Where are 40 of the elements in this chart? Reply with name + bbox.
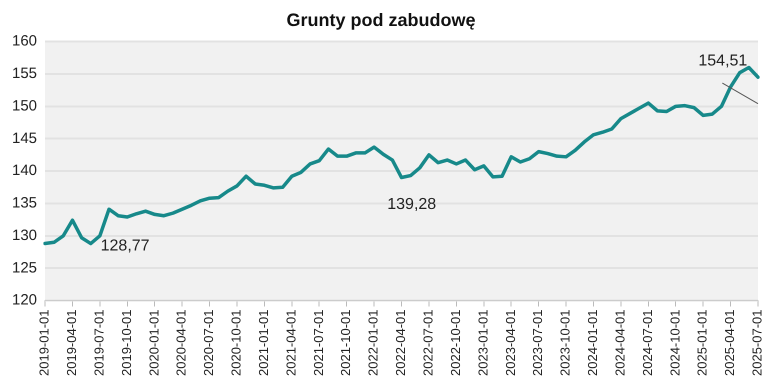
x-tick-label: 2023-10-01 — [558, 310, 573, 376]
y-tick-label: 135 — [12, 194, 38, 212]
x-tick-label: 2021-04-01 — [283, 310, 298, 376]
x-tick-label: 2022-01-01 — [366, 310, 381, 376]
x-tick-label: 2023-04-01 — [502, 310, 518, 376]
x-tick-label: 2021-07-01 — [310, 310, 326, 376]
annotation: 139,28 — [387, 196, 436, 214]
x-tick-label: 2019-10-01 — [118, 310, 134, 376]
y-tick-label: 120 — [12, 292, 38, 309]
x-tick-label: 2024-04-01 — [612, 310, 628, 376]
x-tick-label: 2024-07-01 — [640, 310, 655, 376]
x-tick-label: 2020-10-01 — [228, 310, 244, 376]
x-tick-label: 2025-04-01 — [722, 310, 738, 376]
annotation: 154,51 — [698, 52, 748, 70]
y-tick-label: 160 — [12, 32, 38, 50]
x-tick-label: 2021-10-01 — [338, 310, 354, 376]
x-tick-label: 2025-01-01 — [694, 310, 710, 376]
y-tick-label: 125 — [12, 259, 38, 276]
x-tick-label: 2022-10-01 — [448, 310, 463, 376]
x-tick-label: 2020-04-01 — [174, 310, 189, 376]
x-tick-label: 2022-04-01 — [393, 310, 408, 376]
x-tick-label: 2020-01-01 — [146, 310, 162, 376]
x-tick-label: 2020-07-01 — [201, 310, 216, 376]
x-tick-label: 2023-07-01 — [530, 310, 546, 376]
x-tick-label: 2024-10-01 — [667, 310, 682, 376]
x-tick-label: 2024-01-01 — [585, 310, 600, 376]
x-tick-label: 2023-01-01 — [475, 310, 490, 376]
x-tick-label: 2021-01-01 — [256, 310, 271, 376]
chart-title: Grunty pod zabudowę — [286, 10, 476, 30]
y-tick-label: 155 — [12, 65, 38, 82]
annotation: 128,77 — [100, 238, 150, 255]
x-tick-label: 2019-01-01 — [36, 310, 52, 376]
y-tick-label: 145 — [12, 130, 38, 147]
y-tick-label: 130 — [12, 226, 38, 244]
x-tick-label: 2022-07-01 — [420, 310, 436, 376]
y-tick-label: 140 — [12, 162, 38, 180]
x-tick-label: 2025-07-01 — [750, 310, 765, 376]
x-tick-label: 2019-04-01 — [64, 310, 80, 376]
x-tick-label: 2019-07-01 — [91, 310, 106, 376]
y-tick-label: 150 — [12, 97, 38, 114]
